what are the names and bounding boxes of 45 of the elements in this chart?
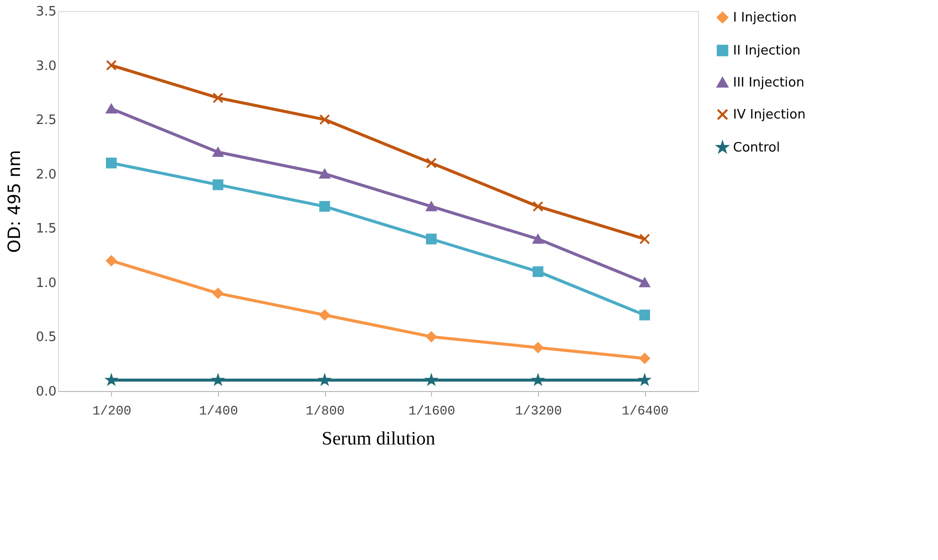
legend-label: I Injection [733,10,797,26]
y-tick-label: 0.0 [36,384,56,400]
point [532,266,544,277]
point [319,201,330,212]
point [319,310,330,320]
point [319,114,330,125]
y-tick-label: 0.5 [36,330,56,346]
legend-label: Control [733,140,780,156]
x-tick-label: 1/1600 [408,404,456,418]
point [532,342,544,353]
point [532,234,544,244]
y-tick-label: 1.0 [36,276,56,291]
point [106,60,117,71]
y-tick-label: 3.5 [36,4,56,20]
point [212,147,224,157]
x-axis-title: Serum dilution [322,428,436,450]
x-tick-label: 1/800 [306,404,345,418]
x-tick-label: 1/400 [198,404,238,418]
y-tick-label: 3.0 [36,58,56,74]
point [639,234,650,244]
legend-label: IV Injection [733,108,806,122]
point [532,201,544,212]
y-tick-label: 2.0 [36,167,56,182]
x-tick-label: 1/6400 [622,404,669,418]
y-tick-label: 1.5 [36,222,56,237]
point [426,234,437,244]
legend-label: III Injection [733,76,804,90]
x-tick-label: 1/200 [92,404,132,418]
point [106,104,117,114]
legend-label: II Injection [733,44,801,58]
point [106,255,117,266]
point [319,169,330,179]
y-axis-title: OD: 495 nm [4,150,25,253]
point [212,92,224,104]
point [639,353,650,364]
point [426,202,437,212]
point [212,179,224,190]
point [426,331,437,342]
point [212,288,224,299]
point [106,158,117,168]
point [426,158,437,168]
x-tick-label: 1/3200 [515,404,562,418]
point [639,278,650,288]
point [639,310,650,320]
y-tick-label: 2.5 [36,113,56,128]
